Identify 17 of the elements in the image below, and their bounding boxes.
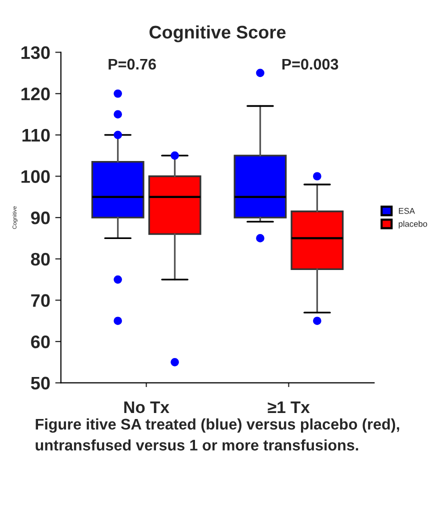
chart-title: Cognitive Score: [150, 25, 286, 42]
y-tick-label: 120: [22, 88, 50, 100]
x-tick-label: ≥1 Tx: [268, 402, 310, 413]
annotation: P=0.003: [282, 58, 338, 70]
legend-label: ESA: [398, 208, 415, 214]
y-tick-label: 60: [31, 335, 50, 348]
y-tick-label: 80: [30, 252, 50, 266]
legend-label: placebo: [398, 220, 428, 228]
y-tick-label: 130: [22, 46, 50, 60]
x-tick-label: No Tx: [124, 402, 170, 414]
y-tick-label: 50: [30, 376, 50, 390]
y-tick-label: 100: [22, 170, 50, 183]
y-tick-label: 70: [31, 294, 50, 307]
y-tick-label: 90: [31, 212, 50, 224]
text: Figure itive SA treated (blue) versus placebo (red), untransfused versus 1 or more transfusions.: [36, 418, 400, 451]
annotation: P=0.76: [108, 58, 156, 70]
y-tick-label: 110: [22, 128, 50, 142]
